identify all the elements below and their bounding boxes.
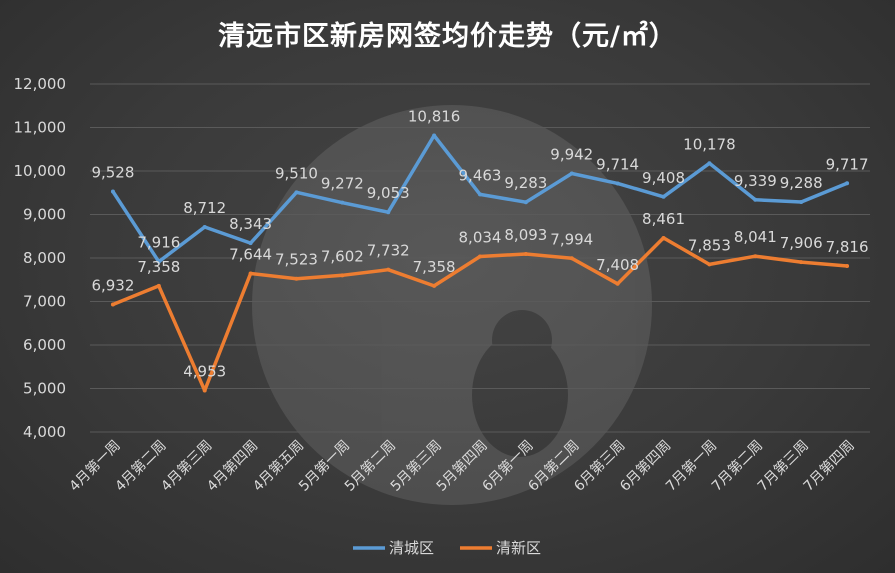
data-label: 9,528 [91, 164, 134, 182]
data-label: 8,712 [183, 199, 226, 217]
y-tick-label: 10,000 [14, 162, 67, 180]
data-point [845, 264, 850, 269]
y-tick-label: 8,000 [23, 249, 66, 267]
data-label: 9,463 [459, 166, 502, 184]
data-label: 9,339 [734, 172, 777, 190]
data-point [340, 200, 345, 205]
legend-label: 清城区 [389, 539, 434, 557]
data-point [799, 199, 804, 204]
data-label: 7,523 [275, 251, 318, 269]
data-label: 7,732 [367, 242, 410, 260]
data-label: 9,288 [780, 174, 823, 192]
data-point [753, 254, 758, 259]
data-point [156, 283, 161, 288]
y-tick-label: 7,000 [23, 293, 66, 311]
data-point [432, 283, 437, 288]
data-label: 9,408 [642, 169, 685, 187]
data-label: 9,510 [275, 164, 318, 182]
data-label: 7,853 [688, 236, 731, 254]
data-point [202, 388, 207, 393]
data-point [799, 260, 804, 265]
y-tick-label: 11,000 [14, 119, 67, 137]
data-label: 9,717 [826, 155, 869, 173]
data-point [386, 267, 391, 272]
data-label: 7,358 [413, 258, 456, 276]
data-label: 7,408 [596, 256, 639, 274]
data-point [707, 262, 712, 267]
data-label: 7,816 [826, 238, 869, 256]
y-tick-label: 6,000 [23, 336, 66, 354]
legend-label: 清新区 [496, 539, 541, 557]
data-label: 7,906 [780, 234, 823, 252]
data-point [432, 133, 437, 138]
data-point [569, 171, 574, 176]
data-point [615, 181, 620, 186]
series-lines [110, 133, 850, 393]
data-label: 10,816 [408, 108, 461, 126]
data-point [478, 192, 482, 197]
data-point [110, 189, 115, 194]
data-point [248, 271, 253, 276]
data-label: 9,272 [321, 175, 364, 193]
y-tick-label: 4,000 [23, 423, 66, 441]
data-label: 8,343 [229, 215, 272, 233]
data-label: 7,602 [321, 247, 364, 265]
data-point [386, 210, 391, 215]
data-label: 4,953 [183, 363, 226, 381]
y-tick-label: 9,000 [23, 206, 66, 224]
data-point [661, 235, 666, 240]
data-point [202, 225, 207, 230]
data-point [707, 161, 712, 166]
data-label: 8,034 [459, 229, 502, 247]
data-label: 7,358 [137, 258, 180, 276]
data-point [110, 302, 115, 307]
data-point [294, 276, 299, 281]
data-point [156, 259, 161, 264]
data-label: 8,093 [504, 226, 547, 244]
data-point [661, 194, 666, 199]
data-label: 9,053 [367, 184, 410, 202]
data-point [523, 200, 528, 205]
y-tick-label: 5,000 [23, 380, 66, 398]
data-point [569, 256, 574, 261]
legend: 清城区 清新区 [353, 539, 541, 557]
data-point [615, 281, 620, 286]
data-point [294, 190, 299, 195]
data-label: 7,916 [137, 234, 180, 252]
data-label: 8,461 [642, 210, 685, 228]
data-point [845, 181, 850, 186]
data-point [340, 273, 345, 278]
data-label: 7,644 [229, 245, 272, 263]
data-label: 9,942 [550, 146, 593, 164]
data-label: 6,932 [91, 276, 134, 294]
data-label: 8,041 [734, 228, 777, 246]
y-tick-label: 12,000 [14, 75, 67, 93]
data-label: 9,283 [504, 174, 547, 192]
chart-title: 清远市区新房网签均价走势（元/㎡） [218, 21, 677, 52]
data-point [753, 197, 758, 202]
data-point [523, 251, 528, 256]
data-label: 10,178 [683, 135, 736, 153]
data-label: 7,994 [550, 230, 593, 248]
data-point [248, 241, 253, 246]
y-axis: 4,000 5,000 6,000 7,000 8,000 9,000 10,000 11,0… [14, 75, 67, 441]
data-label: 9,714 [596, 155, 639, 173]
data-point [478, 254, 482, 259]
